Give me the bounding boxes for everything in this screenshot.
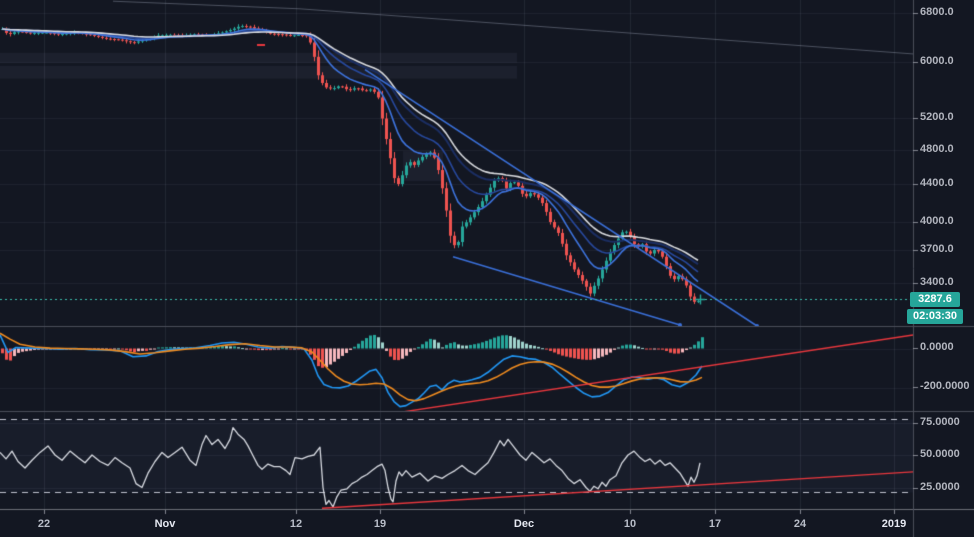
time-tick-label: 22 (37, 518, 51, 530)
rsi-tick-label: 50.0000 (920, 448, 960, 460)
price-tick-label: 6800.0 (920, 6, 954, 18)
current-price-label: 3287.6 (910, 292, 960, 307)
time-tick-label: 19 (373, 518, 387, 530)
price-tick-label: 3700.0 (920, 243, 954, 255)
price-tick-label: 4800.0 (920, 143, 954, 155)
price-tick-label: 5200.0 (920, 111, 954, 123)
time-tick-label: 17 (708, 518, 722, 530)
macd-tick-label: -200.0000 (920, 380, 970, 392)
time-tick-label: Nov (154, 518, 176, 530)
rsi-tick-label: 75.0000 (920, 416, 960, 428)
macd-tick-label: 0.0000 (920, 341, 954, 353)
time-tick-label: 12 (289, 518, 303, 530)
rsi-tick-label: 25.0000 (920, 481, 960, 493)
time-tick-label: 2019 (881, 518, 907, 530)
candle-countdown-label: 02:03:30 (907, 309, 963, 324)
time-tick-label: 10 (623, 518, 637, 530)
price-tick-label: 6000.0 (920, 55, 954, 67)
price-tick-label: 4000.0 (920, 215, 954, 227)
price-tick-label: 3400.0 (920, 276, 954, 288)
time-tick-label: 24 (793, 518, 807, 530)
price-tick-label: 4400.0 (920, 177, 954, 189)
time-tick-label: Dec (513, 518, 535, 530)
